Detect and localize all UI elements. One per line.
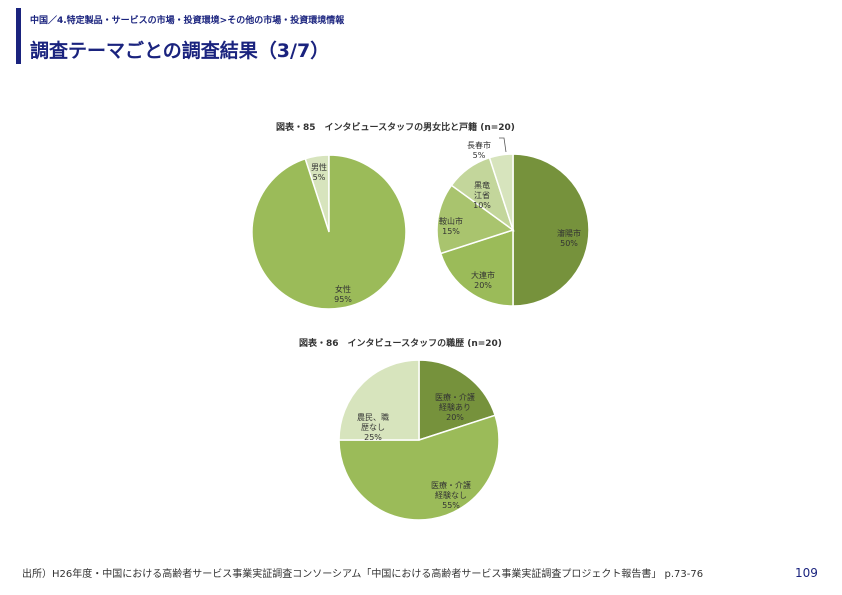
slice-label: 農民、職歴なし (357, 412, 389, 432)
slice-label: 瀋陽市 (557, 228, 581, 238)
pie-slice (338, 414, 500, 521)
chart-title-86: 図表・86 インタビュースタッフの職歴 (n=20) (299, 339, 502, 349)
slice-label: 女性 (335, 284, 351, 294)
pie-slice (488, 153, 514, 231)
slice-value-label: 50% (560, 239, 578, 248)
slice-label: 男性 (311, 162, 327, 172)
source-note: 出所）H26年度・中国における高齢者サービス事業実証調査コンソーシアム「中国にお… (22, 569, 704, 580)
leader-line (499, 137, 507, 153)
slice-value-label: 20% (446, 413, 464, 422)
page-number: 109 (795, 566, 818, 580)
pie-slice (418, 359, 497, 442)
page-title: 調査テーマごとの調査結果（3/7） (30, 40, 330, 62)
slice-label: 医療・介護経験あり (435, 392, 475, 412)
pie-slice (512, 153, 590, 307)
slice-value-label: 95% (334, 295, 352, 304)
accent-bar (16, 8, 21, 64)
slice-label: 鞍山市 (439, 216, 463, 226)
slice-label: 黒竜江省 (474, 180, 490, 200)
pie-slice (251, 154, 407, 310)
slice-label: 長春市 (467, 140, 491, 150)
breadcrumb: 中国／4.特定製品・サービスの市場・投資環境>その他の市場・投資環境情報 (30, 16, 345, 26)
slice-value-label: 15% (442, 227, 460, 236)
slice-value-label: 10% (473, 201, 491, 210)
slice-value-label: 55% (442, 501, 460, 510)
slice-value-label: 25% (364, 433, 382, 442)
pie-slice (338, 359, 420, 441)
slice-value-label: 5% (313, 173, 326, 182)
slice-label: 医療・介護経験なし (431, 480, 471, 500)
slice-value-label: 20% (474, 281, 492, 290)
pie-slice (439, 228, 514, 307)
chart-title-85: 図表・85 インタビュースタッフの男女比と戸籍 (n=20) (276, 123, 515, 133)
pie-slice (436, 184, 515, 255)
slice-value-label: 5% (473, 151, 486, 160)
slice-label: 大連市 (471, 270, 495, 280)
